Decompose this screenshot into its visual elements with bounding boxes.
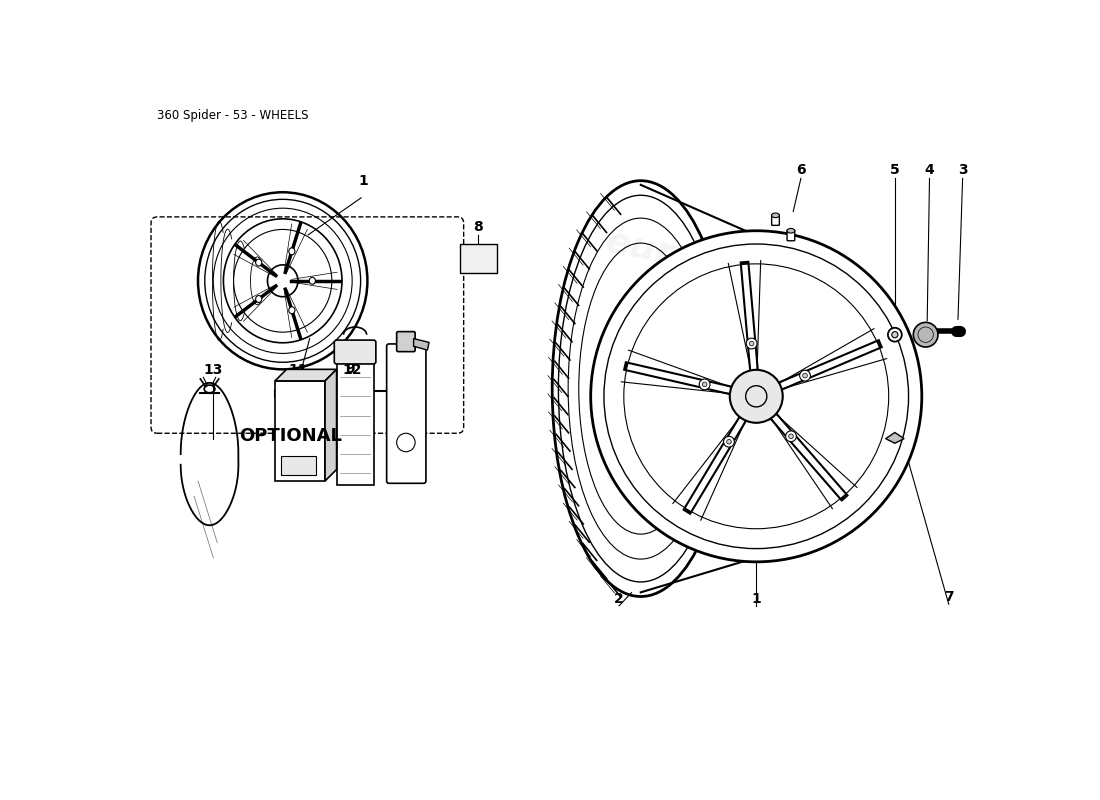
Text: 5: 5 — [890, 163, 900, 177]
Bar — [275, 381, 326, 481]
Ellipse shape — [289, 307, 295, 314]
Ellipse shape — [772, 213, 779, 218]
Text: 13: 13 — [204, 363, 223, 377]
Circle shape — [749, 342, 754, 346]
Polygon shape — [275, 370, 337, 381]
Polygon shape — [326, 370, 337, 481]
Ellipse shape — [786, 229, 794, 233]
Polygon shape — [886, 433, 904, 443]
Circle shape — [888, 328, 902, 342]
Text: 12: 12 — [342, 363, 362, 377]
Circle shape — [800, 370, 811, 381]
Circle shape — [724, 436, 735, 447]
Text: 🐴: 🐴 — [923, 330, 928, 339]
Text: 9: 9 — [345, 362, 355, 375]
Text: 3: 3 — [958, 163, 967, 177]
FancyBboxPatch shape — [387, 344, 426, 483]
Circle shape — [727, 439, 732, 444]
Text: 8: 8 — [473, 220, 483, 234]
Bar — [282, 455, 316, 475]
FancyBboxPatch shape — [788, 230, 794, 241]
Text: 11: 11 — [288, 363, 308, 377]
Text: eurospares: eurospares — [241, 296, 471, 389]
Ellipse shape — [255, 259, 262, 266]
Circle shape — [702, 382, 707, 386]
Bar — [460, 244, 497, 273]
Text: 1: 1 — [751, 592, 761, 606]
Circle shape — [803, 374, 807, 378]
FancyBboxPatch shape — [334, 340, 376, 364]
FancyBboxPatch shape — [151, 217, 464, 434]
Circle shape — [789, 434, 793, 438]
Text: 4: 4 — [925, 163, 934, 177]
Text: eurospares: eurospares — [603, 225, 833, 306]
Circle shape — [700, 379, 710, 390]
Circle shape — [729, 370, 783, 422]
Circle shape — [785, 431, 796, 442]
Circle shape — [591, 230, 922, 562]
Text: 6: 6 — [796, 163, 805, 177]
Text: 2: 2 — [614, 592, 624, 606]
Text: 10: 10 — [400, 363, 419, 377]
Text: 360 Spider - 53 - WHEELS: 360 Spider - 53 - WHEELS — [157, 109, 309, 122]
Polygon shape — [414, 338, 429, 350]
Ellipse shape — [255, 295, 262, 302]
Bar — [337, 346, 374, 485]
Circle shape — [892, 332, 898, 338]
Text: 1: 1 — [359, 174, 369, 188]
FancyBboxPatch shape — [397, 332, 415, 352]
Circle shape — [913, 322, 938, 347]
FancyBboxPatch shape — [772, 214, 779, 226]
Text: OPTIONAL: OPTIONAL — [239, 427, 342, 445]
Text: 7: 7 — [944, 590, 954, 604]
Text: eurospares: eurospares — [603, 456, 833, 537]
Ellipse shape — [309, 278, 316, 284]
Circle shape — [746, 338, 757, 349]
Ellipse shape — [289, 248, 295, 254]
